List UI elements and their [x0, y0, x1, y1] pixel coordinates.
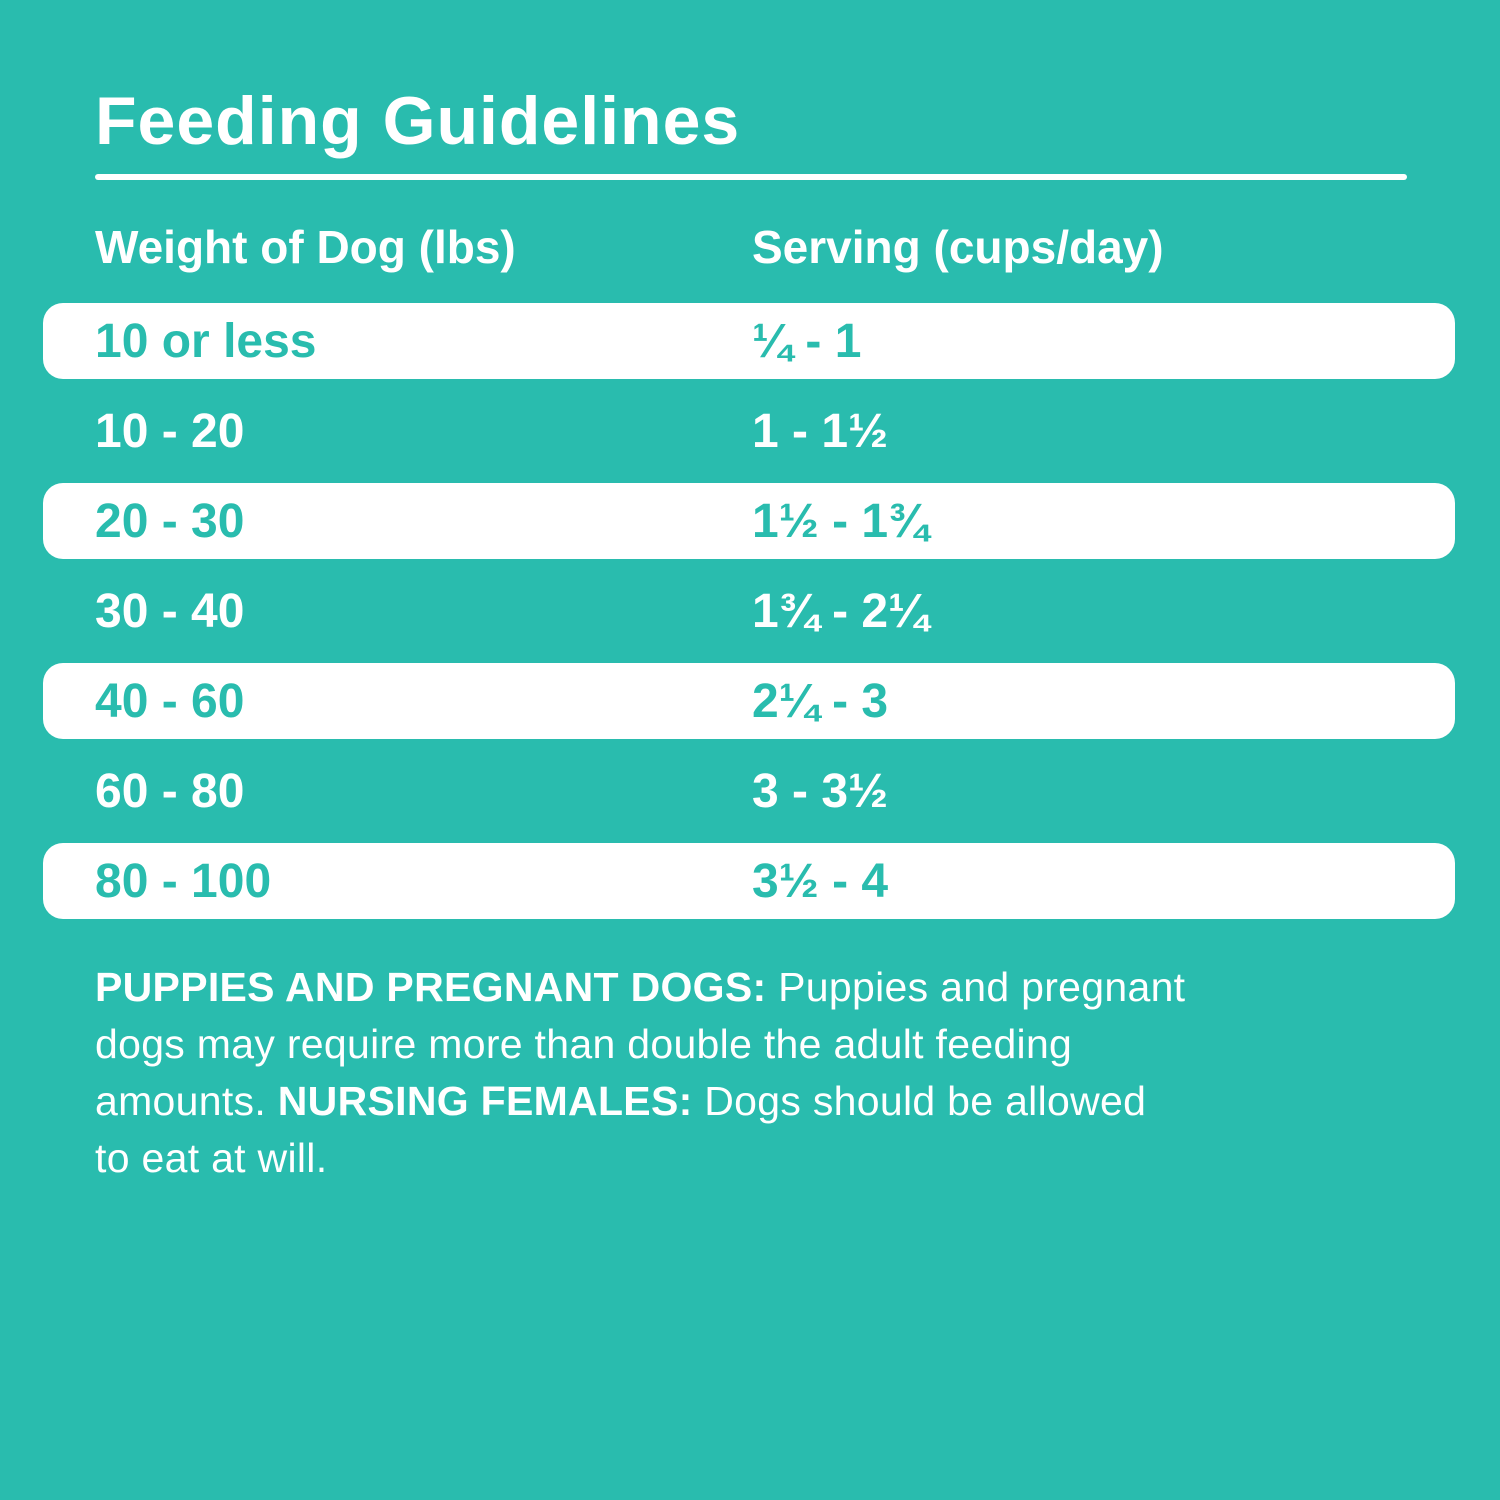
serving-cell: 3½ - 4	[752, 854, 889, 908]
footnote-text: amounts.	[95, 1078, 278, 1124]
serving-cell: 1 - 1½	[752, 404, 889, 458]
weight-cell: 40 - 60	[95, 674, 245, 728]
serving-cell: ¼ - 1	[752, 314, 862, 368]
page-title: Feeding Guidelines	[95, 83, 741, 159]
table-row: 20 - 30 1½ - 1¾	[43, 483, 1455, 559]
weight-cell: 20 - 30	[95, 494, 245, 548]
footnote-text: Dogs should be allowed	[692, 1078, 1147, 1124]
table-row: 40 - 60 2¼ - 3	[43, 663, 1455, 739]
footnote-line: dogs may require more than double the ad…	[95, 1016, 1405, 1073]
footnote-bold-label: PUPPIES AND PREGNANT DOGS:	[95, 964, 767, 1010]
weight-cell: 30 - 40	[95, 584, 245, 638]
weight-cell: 60 - 80	[95, 764, 245, 818]
footnote-line: amounts. NURSING FEMALES: Dogs should be…	[95, 1073, 1405, 1130]
weight-cell: 10 - 20	[95, 404, 245, 458]
footnote-bold-label: NURSING FEMALES:	[277, 1078, 693, 1124]
footnote-line: PUPPIES AND PREGNANT DOGS: Puppies and p…	[95, 959, 1405, 1016]
serving-cell: 1¾ - 2¼	[752, 584, 929, 638]
feeding-table: 10 or less ¼ - 1 10 - 20 1 - 1½ 20 - 30 …	[0, 303, 1500, 919]
footnote-text: dogs may require more than double the ad…	[95, 1021, 1073, 1067]
footnote-line: to eat at will.	[95, 1130, 1405, 1187]
weight-cell: 80 - 100	[95, 854, 272, 908]
column-header-serving: Serving (cups/day)	[752, 221, 1164, 273]
table-row: 10 - 20 1 - 1½	[43, 393, 1455, 469]
serving-cell: 3 - 3½	[752, 764, 889, 818]
title-underline	[95, 174, 1407, 180]
weight-cell: 10 or less	[95, 314, 317, 368]
footnote-text: Puppies and pregnant	[766, 964, 1186, 1010]
column-header-weight: Weight of Dog (lbs)	[95, 221, 516, 273]
footnote-text: to eat at will.	[95, 1135, 328, 1181]
serving-cell: 1½ - 1¾	[752, 494, 929, 548]
table-row: 10 or less ¼ - 1	[43, 303, 1455, 379]
table-row: 80 - 100 3½ - 4	[43, 843, 1455, 919]
serving-cell: 2¼ - 3	[752, 674, 889, 728]
table-row: 60 - 80 3 - 3½	[43, 753, 1455, 829]
table-row: 30 - 40 1¾ - 2¼	[43, 573, 1455, 649]
footnote: PUPPIES AND PREGNANT DOGS: Puppies and p…	[95, 959, 1405, 1187]
table-header-row: Weight of Dog (lbs) Serving (cups/day)	[95, 224, 1500, 270]
